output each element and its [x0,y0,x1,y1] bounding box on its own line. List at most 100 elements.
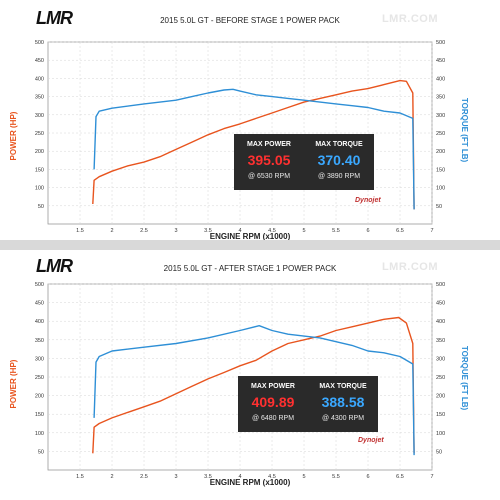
max-power-value: 395.05 [247,152,291,168]
max-torque-rpm: @ 3890 RPM [317,173,361,180]
power-line [92,316,415,454]
dyno-chart-before: 50 50 100 100 150 150 200 200 250 250 300 300 350 350… [0,4,500,242]
y-tick-label-left: 300 [35,113,44,119]
max-power-rpm: @ 6480 RPM [251,415,295,422]
y-tick-label-right: 350 [436,338,445,344]
y-axis-label-left: POWER (HP) [9,111,18,160]
y-tick-label-left: 500 [35,282,44,288]
x-tick-label: 6 [366,228,369,234]
y-tick-label-left: 300 [35,356,44,362]
torque-line [93,324,415,456]
x-axis-label: ENGINE RPM (x1000) [209,232,291,241]
max-torque-label: MAX TORQUE [315,141,363,148]
x-tick-label: 2 [110,228,113,234]
chart-canvas-after: 50 50 100 100 150 150 200 200 250 250 300 300 350 3 50… [35,282,445,480]
y-tick-label-right: 250 [436,131,445,137]
y-tick-label-left: 100 [35,186,44,192]
y-tick-label-left: 100 [35,431,44,437]
y-tick-label-right: 450 [436,301,445,307]
y-tick-label-right: 350 [436,95,445,101]
torque-line [93,88,415,210]
dynojet-logo: Dynojet [355,197,381,204]
y-axis-label-left-text: POWER (HP) [9,111,18,160]
y-tick-label-left: 250 [35,375,44,381]
max-torque-label: MAX TORQUE [319,383,367,390]
lmr-logo: LMR [36,256,73,276]
y-tick-label-right: 250 [436,375,445,381]
max-torque-value: 388.58 [321,394,365,410]
chart-title: 2015 5.0L GT - AFTER STAGE 1 POWER PACK [163,264,337,273]
x-tick-label: 6.5 [396,228,404,234]
max-torque-col: MAX TORQUE 370.40 @ 3890 RPM [304,134,374,190]
max-torque-rpm: @ 4300 RPM [321,415,365,422]
y-tick-label-right: 400 [436,319,445,325]
y-tick-label-right: 150 [436,167,445,173]
y-tick-label-left: 200 [35,394,44,400]
panel-divider [0,240,500,250]
y-tick-label-left: 350 [35,95,44,101]
y-tick-label-right: 150 [436,412,445,418]
max-torque-col: MAX TORQUE 388.58 @ 4300 RPM [308,376,378,432]
x-tick-label: 2 [110,474,113,480]
x-tick-label: 3 [174,474,177,480]
y-tick-label-left: 50 [38,204,44,210]
y-tick-label-left: 450 [35,58,44,64]
watermark: LMR.COM [381,261,438,273]
x-tick-label: 4.5 [268,474,276,480]
y-tick-label-right: 200 [436,149,445,155]
y-tick-label-left: 150 [35,412,44,418]
x-tick-label: 6 [366,474,369,480]
max-power-col: MAX POWER 395.05 @ 6530 RPM [234,134,304,190]
max-values-box: MAX POWER 395.05 @ 6530 RPM MAX TORQUE 3… [234,134,374,190]
x-tick-label: 5.5 [332,228,340,234]
dynojet-logo: Dynojet [358,437,384,444]
y-tick-label-right: 300 [436,356,445,362]
y-tick-label-left: 250 [35,131,44,137]
y-tick-label-right: 100 [436,186,445,192]
x-tick-label: 5 [302,228,305,234]
y-tick-label-right: 200 [436,394,445,400]
x-tick-label: 6.5 [396,474,404,480]
x-tick-label: 7 [430,474,433,480]
x-tick-label: 1.5 [76,474,84,480]
x-tick-label: 3.5 [204,474,212,480]
dyno-chart-after: 50 50 100 100 150 150 200 200 250 250 300 300 350 3 50… [0,252,500,490]
y-tick-label-right: 100 [436,431,445,437]
lmr-logo: LMR [36,8,73,28]
y-tick-label-right: 50 [436,449,442,455]
power-line [92,79,415,210]
y-tick-label-right: 300 [436,113,445,119]
max-power-rpm: @ 6530 RPM [247,173,291,180]
max-power-value: 409.89 [251,394,295,410]
max-power-label: MAX POWER [247,141,291,148]
y-tick-label-left: 150 [35,167,44,173]
x-tick-label: 3.5 [204,228,212,234]
x-tick-label: 1.5 [76,228,84,234]
y-axis-label-right-text: TORQUE (FT LB) [460,346,469,411]
y-tick-label-right: 400 [436,76,445,82]
max-values-box: MAX POWER 409.89 @ 6480 RPM MAX TORQUE 3… [238,376,378,432]
y-axis-label-right: TORQUE (FT LB) [460,98,469,163]
x-tick-label: 5 [302,474,305,480]
max-power-col: MAX POWER 409.89 @ 6480 RPM [238,376,308,432]
y-tick-label-right: 500 [436,282,445,288]
y-axis-label-left-text: POWER (HP) [9,359,18,408]
y-axis-label-right: TORQUE (FT LB) [460,346,469,411]
y-axis-label-right-text: TORQUE (FT LB) [460,98,469,163]
y-axis-label-left: POWER (HP) [9,359,18,408]
max-power-label: MAX POWER [251,383,295,390]
y-tick-label-left: 500 [35,40,44,46]
x-tick-label: 4 [238,474,241,480]
y-tick-label-left: 50 [38,449,44,455]
y-tick-label-left: 400 [35,319,44,325]
watermark: LMR.COM [381,13,438,25]
x-tick-label: 3 [174,228,177,234]
x-tick-label: 2.5 [140,228,148,234]
y-tick-label-left: 200 [35,149,44,155]
chart-title: 2015 5.0L GT - BEFORE STAGE 1 POWER PACK [160,16,340,25]
max-torque-value: 370.40 [317,152,361,168]
x-tick-label: 2.5 [140,474,148,480]
x-tick-label: 4 [238,228,241,234]
y-tick-label-left: 400 [35,76,44,82]
